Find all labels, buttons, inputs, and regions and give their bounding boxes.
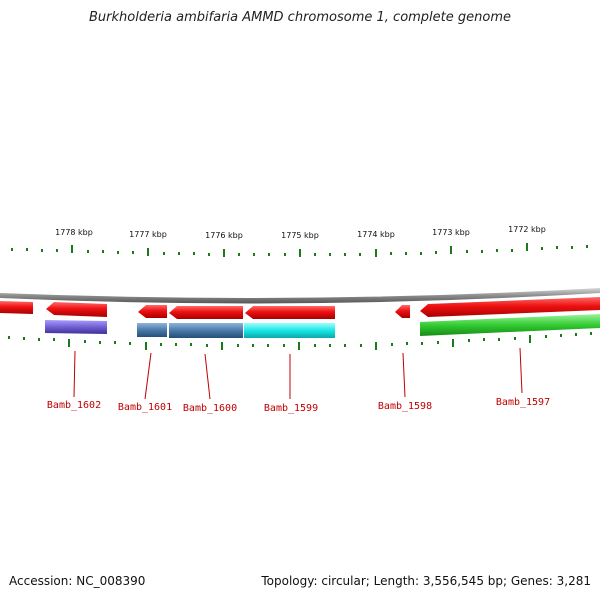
gene-arrow[interactable] bbox=[420, 297, 600, 317]
gene-arrow[interactable] bbox=[46, 302, 107, 317]
gene-arrow[interactable] bbox=[169, 306, 243, 319]
cog-bars bbox=[45, 314, 600, 338]
gene-label[interactable]: Bamb_1598 bbox=[378, 401, 432, 412]
gene-arrow[interactable] bbox=[138, 305, 167, 318]
gene-label[interactable]: Bamb_1601 bbox=[118, 402, 172, 413]
cog-bar-purple[interactable] bbox=[45, 320, 107, 334]
cog-bar-green[interactable] bbox=[420, 314, 600, 336]
upper-ticks bbox=[11, 243, 588, 257]
gene-label[interactable]: Bamb_1599 bbox=[264, 403, 318, 414]
genome-backbone bbox=[0, 288, 600, 304]
cog-bar-steelblue[interactable] bbox=[169, 323, 243, 338]
label-leaders bbox=[73, 347, 523, 400]
gene-arrows bbox=[0, 297, 600, 319]
lower-ticks bbox=[8, 332, 592, 350]
cog-bar-steelblue[interactable] bbox=[137, 323, 167, 337]
gene-arrow[interactable] bbox=[0, 301, 33, 314]
ruler-label: 1772 kbp bbox=[508, 225, 546, 234]
gene-label[interactable]: Bamb_1600 bbox=[183, 403, 237, 414]
ruler-label: 1777 kbp bbox=[129, 230, 167, 239]
gene-arrow[interactable] bbox=[395, 305, 410, 318]
ruler-label: 1773 kbp bbox=[432, 228, 470, 237]
cog-bar-cyan[interactable] bbox=[244, 323, 335, 338]
ruler-label: 1776 kbp bbox=[205, 231, 243, 240]
ruler-label: 1775 kbp bbox=[281, 231, 319, 240]
map-title: Burkholderia ambifaria AMMD chromosome 1… bbox=[88, 10, 512, 25]
ruler-label: 1778 kbp bbox=[55, 228, 93, 237]
gene-arrow[interactable] bbox=[245, 306, 335, 319]
gene-label[interactable]: Bamb_1602 bbox=[47, 400, 101, 411]
genome-summary-text: Topology: circular; Length: 3,556,545 bp… bbox=[261, 574, 591, 588]
gene-label[interactable]: Bamb_1597 bbox=[496, 397, 550, 408]
ruler-label: 1774 kbp bbox=[357, 230, 395, 239]
accession-text: Accession: NC_008390 bbox=[9, 574, 146, 588]
